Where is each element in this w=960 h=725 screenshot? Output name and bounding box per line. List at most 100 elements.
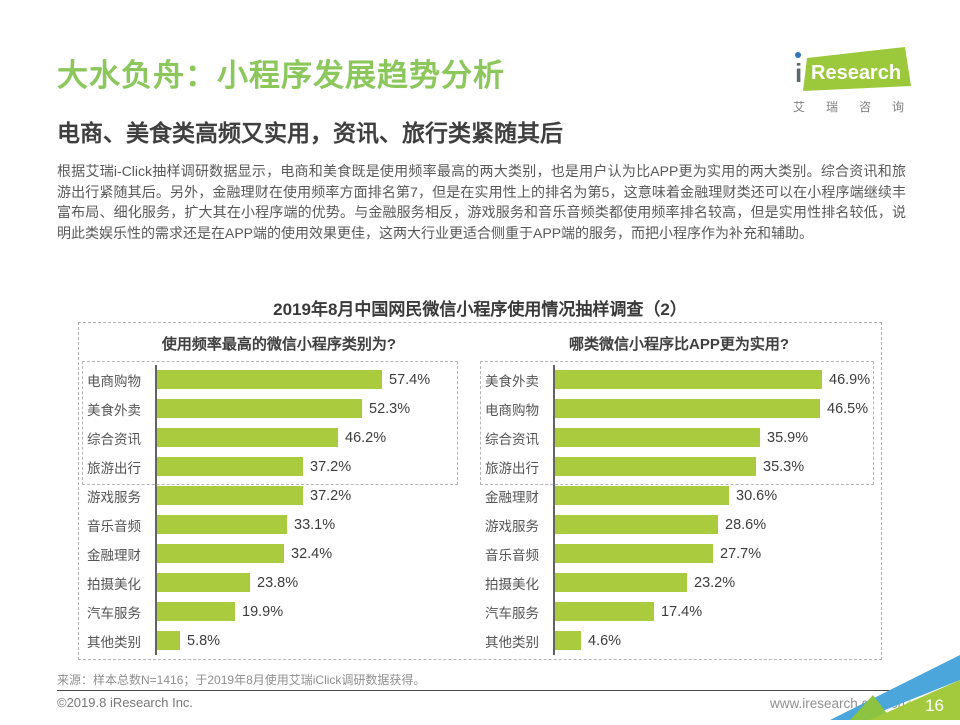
category-label: 电商购物: [485, 402, 539, 418]
bar: [555, 486, 729, 505]
bar: [157, 515, 287, 534]
corner-green-triangle: [870, 680, 960, 720]
logo-research-text: Research: [811, 62, 901, 84]
chart-row: 汽车服务 19.9%: [87, 597, 469, 626]
bar: [555, 544, 713, 563]
category-label: 其他类别: [485, 634, 539, 650]
chart-row: 游戏服务 37.2%: [87, 481, 469, 510]
bar-track: 30.6%: [553, 481, 877, 510]
bar-track: 37.2%: [155, 481, 469, 510]
chart-row: 旅游出行 35.3%: [485, 452, 877, 481]
corner-art: 16: [830, 655, 960, 720]
chart-row: 电商购物 46.5%: [485, 394, 877, 423]
bar-track: 32.4%: [155, 539, 469, 568]
chart-row: 音乐音频 27.7%: [485, 539, 877, 568]
category-label: 游戏服务: [485, 518, 539, 534]
bar-track: 28.6%: [553, 510, 877, 539]
chart-row: 汽车服务 17.4%: [485, 597, 877, 626]
logo-i-dot: [795, 52, 801, 58]
chart-row: 其他类别 5.8%: [87, 626, 469, 655]
category-label: 综合资讯: [485, 431, 539, 447]
value-label: 32.4%: [291, 545, 333, 562]
chart-row: 音乐音频 33.1%: [87, 510, 469, 539]
value-label: 23.2%: [694, 574, 736, 591]
category-label: 音乐音频: [87, 518, 141, 534]
bar-track: 46.9%: [553, 365, 877, 394]
value-label: 46.2%: [345, 429, 387, 446]
chart-row: 金融理财 32.4%: [87, 539, 469, 568]
category-label: 美食外卖: [87, 402, 141, 418]
chart-row: 综合资讯 35.9%: [485, 423, 877, 452]
iresearch-logo: i Research 艾瑞咨询: [791, 46, 913, 114]
category-label: 旅游出行: [485, 460, 539, 476]
bar-track: 52.3%: [155, 394, 469, 423]
value-label: 35.9%: [767, 429, 809, 446]
page-title: 大水负舟：小程序发展趋势分析: [57, 58, 505, 93]
page-number: 16: [925, 696, 944, 715]
chart-row: 美食外卖 52.3%: [87, 394, 469, 423]
bar-track: 17.4%: [553, 597, 877, 626]
category-label: 汽车服务: [485, 605, 539, 621]
bar-track: 23.2%: [553, 568, 877, 597]
category-label: 拍摄美化: [87, 576, 141, 592]
category-label: 电商购物: [87, 373, 141, 389]
value-label: 33.1%: [294, 516, 336, 533]
chart-row: 美食外卖 46.9%: [485, 365, 877, 394]
value-label: 57.4%: [389, 371, 431, 388]
category-label: 游戏服务: [87, 489, 141, 505]
bar-track: 27.7%: [553, 539, 877, 568]
value-label: 37.2%: [310, 458, 352, 475]
value-label: 52.3%: [369, 400, 411, 417]
category-label: 金融理财: [485, 489, 539, 505]
corner-decoration: 16: [830, 650, 960, 720]
bar: [555, 573, 687, 592]
corner-blue-band: [830, 655, 960, 720]
bar: [555, 370, 822, 389]
bar-track: 46.2%: [155, 423, 469, 452]
value-label: 46.5%: [827, 400, 869, 417]
value-label: 27.7%: [720, 545, 762, 562]
bar-track: 33.1%: [155, 510, 469, 539]
bar-track: 35.9%: [553, 423, 877, 452]
bar-track: 19.9%: [155, 597, 469, 626]
page-subtitle: 电商、美食类高频又实用，资讯、旅行类紧随其后: [57, 120, 563, 146]
bar: [555, 515, 718, 534]
category-label: 汽车服务: [87, 605, 141, 621]
category-label: 拍摄美化: [485, 576, 539, 592]
value-label: 46.9%: [829, 371, 871, 388]
logo-chinese-name: 艾瑞咨询: [793, 100, 926, 114]
bar: [157, 457, 303, 476]
value-label: 4.6%: [588, 632, 622, 649]
bar-track: 5.8%: [155, 626, 469, 655]
value-label: 30.6%: [736, 487, 778, 504]
value-label: 17.4%: [661, 603, 703, 620]
chart-right-rows: 美食外卖 46.9% 电商购物 46.5% 综合资讯 35.9% 旅游出行 35.3% 金融理财…: [480, 361, 877, 655]
iresearch-logo-mark: i Research: [795, 47, 911, 91]
bar: [555, 631, 581, 650]
chart-row: 金融理财 30.6%: [485, 481, 877, 510]
bar: [157, 631, 180, 650]
bar: [555, 399, 820, 418]
chart-row: 综合资讯 46.2%: [87, 423, 469, 452]
category-label: 美食外卖: [485, 373, 539, 389]
bar: [157, 602, 235, 621]
chart-left-title: 使用频率最高的微信小程序类别为?: [161, 336, 397, 353]
chart-row: 游戏服务 28.6%: [485, 510, 877, 539]
bar: [555, 428, 760, 447]
footer-divider: [57, 690, 903, 691]
chart-row: 拍摄美化 23.8%: [87, 568, 469, 597]
chart-right-title: 哪类微信小程序比APP更为实用?: [568, 336, 789, 353]
bar: [157, 399, 362, 418]
body-paragraph: 根据艾瑞i-Click抽样调研数据显示，电商和美食既是使用频率最高的两大类别，也…: [57, 163, 906, 241]
value-label: 19.9%: [242, 603, 284, 620]
chart-left-rows: 电商购物 57.4% 美食外卖 52.3% 综合资讯 46.2% 旅游出行 37.2% 游戏服务…: [82, 361, 469, 655]
value-label: 35.3%: [763, 458, 805, 475]
bar: [157, 486, 303, 505]
value-label: 37.2%: [310, 487, 352, 504]
bar-track: 23.8%: [155, 568, 469, 597]
bar-track: 46.5%: [553, 394, 877, 423]
bar-track: 37.2%: [155, 452, 469, 481]
logo-i: i: [795, 58, 802, 88]
chart-row: 旅游出行 37.2%: [87, 452, 469, 481]
category-label: 其他类别: [87, 634, 141, 650]
